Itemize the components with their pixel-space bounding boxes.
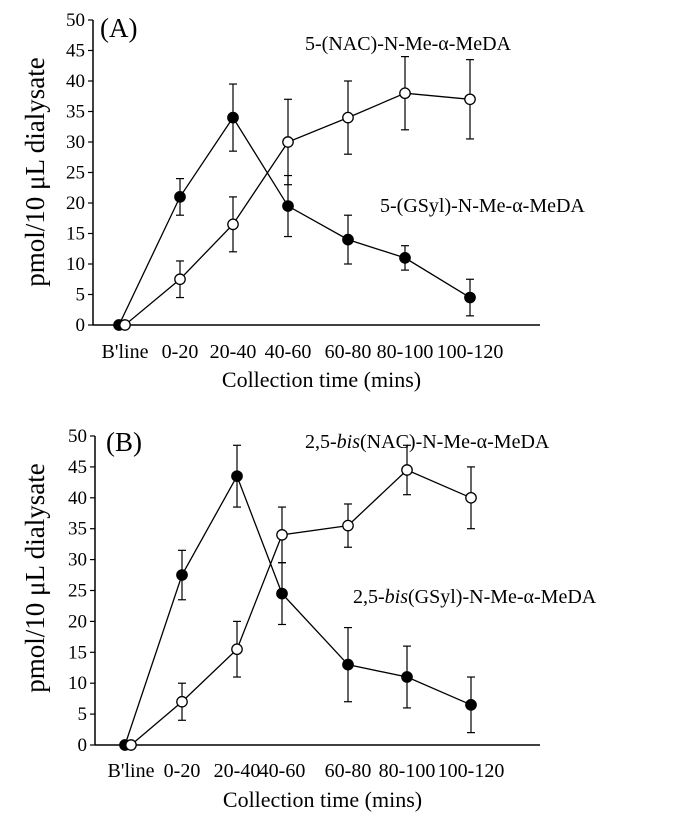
- series-line: [118, 116, 471, 326]
- y-tick-label: 10: [66, 254, 85, 275]
- data-point-filled: [399, 252, 411, 264]
- data-point-filled: [174, 191, 186, 203]
- data-point-open: [465, 491, 477, 504]
- x-tick-label: 60-80: [325, 341, 372, 363]
- y-axis-label: pmol/10 μL dialysate: [20, 57, 50, 286]
- y-tick-label: 25: [66, 163, 85, 184]
- data-point-filled: [464, 291, 476, 304]
- y-tick-label: 20: [68, 611, 87, 632]
- data-point-filled: [282, 200, 294, 212]
- data-point-open: [282, 136, 294, 148]
- series-line: [124, 474, 472, 746]
- data-point-open: [342, 111, 354, 124]
- x-tick-label: 100-120: [438, 760, 505, 782]
- data-point-open: [174, 273, 186, 286]
- x-tick-label: 40-60: [265, 341, 312, 363]
- x-tick-label: 100-120: [437, 341, 504, 363]
- y-tick-label: 0: [76, 315, 86, 336]
- y-tick-label: 25: [68, 581, 87, 602]
- data-point-open: [401, 464, 413, 476]
- y-tick-label: 40: [66, 71, 85, 92]
- x-axis-label: Collection time (mins): [222, 367, 421, 392]
- chart-panel-a: 0 5 10 15 20 25 30 35 40 45 50 B'line 0-20 20-40 40-60…: [20, 10, 585, 392]
- data-point-filled: [401, 671, 413, 683]
- data-point-filled: [231, 470, 243, 483]
- data-point-open: [125, 739, 137, 751]
- x-tick-label: 80-100: [377, 341, 434, 363]
- series-label: 2,5-bis(GSyl)-N-Me-α-MeDA: [353, 586, 597, 608]
- series-label: 2,5-bis(NAC)-N-Me-α-MeDA: [305, 431, 550, 453]
- y-axis-label: pmol/10 μL dialysate: [20, 463, 50, 692]
- y-tick-label: 15: [68, 642, 87, 663]
- x-tick-label: 20-40: [210, 341, 257, 363]
- x-axis-label: Collection time (mins): [223, 787, 422, 812]
- y-tick-label: 35: [68, 519, 87, 540]
- y-tick-label: 30: [66, 132, 85, 153]
- data-point-open: [276, 529, 288, 541]
- x-tick-label: 0-20: [162, 341, 199, 363]
- y-tick-label: 30: [68, 550, 87, 571]
- y-tick-label: 45: [68, 457, 87, 478]
- x-tick-label: 20-40: [214, 760, 261, 782]
- data-point-open: [227, 218, 239, 231]
- data-point-filled: [342, 658, 354, 671]
- panel-label: (A): [100, 13, 137, 43]
- data-point-filled: [227, 111, 239, 124]
- data-point-open: [399, 87, 411, 100]
- x-tick-label: 0-20: [164, 760, 201, 782]
- data-point-filled: [465, 698, 477, 711]
- data-point-open: [176, 695, 188, 708]
- x-tick-label: 60-80: [325, 760, 372, 782]
- y-tick-label: 40: [68, 488, 87, 509]
- y-tick-label: 0: [78, 735, 88, 756]
- y-tick-label: 5: [76, 285, 86, 306]
- y-tick-label: 15: [66, 224, 85, 245]
- panel-label: (B): [106, 427, 142, 457]
- y-tick-label: 20: [66, 193, 85, 214]
- data-point-open: [119, 319, 131, 331]
- y-tick-label: 50: [66, 10, 85, 31]
- data-point-filled: [342, 233, 354, 246]
- series-label: 5-(NAC)-N-Me-α-MeDA: [305, 33, 512, 55]
- data-point-filled: [176, 569, 188, 581]
- data-point-open: [231, 643, 243, 656]
- data-point-open: [464, 93, 476, 106]
- x-tick-label: B'line: [108, 760, 155, 782]
- x-tick-label: 40-60: [259, 760, 306, 782]
- x-tick-label: 80-100: [379, 760, 436, 782]
- y-tick-label: 45: [66, 41, 85, 62]
- y-tick-label: 10: [68, 673, 87, 694]
- data-point-open: [342, 519, 354, 532]
- x-tick-label: B'line: [102, 341, 149, 363]
- y-tick-label: 5: [78, 704, 88, 725]
- chart-panel-b: 0 5 10 15 20 25 30 35 40 45 50 B'line 0-20 20-4040-60…: [20, 426, 597, 812]
- y-tick-label: 50: [68, 426, 87, 447]
- series-label: 5-(GSyl)-N-Me-α-MeDA: [380, 195, 585, 217]
- data-point-filled: [276, 587, 288, 600]
- y-tick-label: 35: [66, 102, 85, 123]
